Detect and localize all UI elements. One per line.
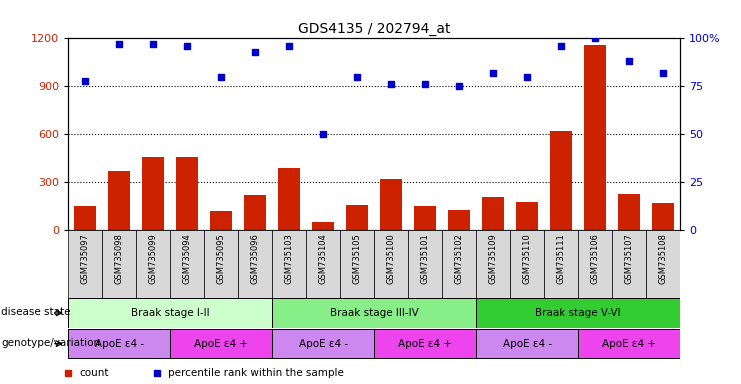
Bar — [646, 230, 680, 298]
Bar — [612, 230, 646, 298]
Bar — [272, 329, 374, 358]
Text: GSM735109: GSM735109 — [489, 233, 498, 284]
Text: GSM735110: GSM735110 — [522, 233, 532, 284]
Point — [385, 81, 397, 88]
Bar — [68, 230, 102, 298]
Point — [623, 58, 635, 65]
Point — [555, 43, 567, 49]
Bar — [68, 298, 272, 328]
Bar — [142, 157, 165, 230]
Bar — [74, 207, 96, 230]
Bar — [272, 230, 306, 298]
Point — [488, 70, 499, 76]
Point — [113, 41, 125, 47]
Text: percentile rank within the sample: percentile rank within the sample — [168, 368, 344, 378]
Text: Braak stage III-IV: Braak stage III-IV — [330, 308, 419, 318]
Bar — [652, 203, 674, 230]
Point — [215, 74, 227, 80]
Text: ApoE ε4 +: ApoE ε4 + — [398, 339, 452, 349]
Bar — [205, 230, 238, 298]
Text: GSM735111: GSM735111 — [556, 233, 565, 284]
Title: GDS4135 / 202794_at: GDS4135 / 202794_at — [298, 22, 451, 36]
Text: genotype/variation: genotype/variation — [1, 338, 101, 348]
Bar — [408, 230, 442, 298]
Bar — [68, 329, 170, 358]
Bar — [312, 222, 334, 230]
Text: GSM735097: GSM735097 — [81, 233, 90, 284]
Text: Braak stage I-II: Braak stage I-II — [131, 308, 210, 318]
Bar — [272, 298, 476, 328]
Bar — [618, 194, 640, 230]
Bar — [238, 230, 272, 298]
Bar — [482, 197, 505, 230]
Bar — [210, 211, 232, 230]
Bar — [380, 179, 402, 230]
Point — [453, 83, 465, 89]
Text: ApoE ε4 +: ApoE ε4 + — [602, 339, 657, 349]
Point — [147, 41, 159, 47]
Bar — [414, 207, 436, 230]
Bar — [578, 230, 612, 298]
Bar — [476, 298, 680, 328]
Text: GSM735102: GSM735102 — [455, 233, 464, 284]
Bar — [476, 329, 578, 358]
Text: Braak stage V-VI: Braak stage V-VI — [536, 308, 621, 318]
Text: GSM735103: GSM735103 — [285, 233, 293, 284]
Bar — [176, 157, 199, 230]
Point — [317, 131, 329, 137]
Bar — [102, 230, 136, 298]
Bar — [278, 168, 300, 230]
Bar — [442, 230, 476, 298]
Text: GSM735094: GSM735094 — [183, 233, 192, 284]
Point — [249, 49, 261, 55]
Bar — [346, 205, 368, 230]
Bar — [306, 230, 340, 298]
Bar — [374, 230, 408, 298]
Text: GSM735101: GSM735101 — [421, 233, 430, 284]
Point — [351, 74, 363, 80]
Text: GSM735107: GSM735107 — [625, 233, 634, 284]
Bar — [340, 230, 374, 298]
Text: ApoE ε4 -: ApoE ε4 - — [299, 339, 348, 349]
Bar — [550, 131, 572, 230]
Bar — [476, 230, 511, 298]
Text: GSM735104: GSM735104 — [319, 233, 328, 284]
Bar — [448, 210, 471, 230]
Text: GSM735096: GSM735096 — [250, 233, 259, 284]
Text: ApoE ε4 -: ApoE ε4 - — [95, 339, 144, 349]
Text: GSM735095: GSM735095 — [216, 233, 226, 284]
Bar — [108, 171, 130, 230]
Bar — [511, 230, 544, 298]
Bar — [584, 45, 606, 230]
Point — [589, 35, 601, 41]
Point — [419, 81, 431, 88]
Bar — [136, 230, 170, 298]
Point — [283, 43, 295, 49]
Bar — [544, 230, 578, 298]
Text: ApoE ε4 +: ApoE ε4 + — [194, 339, 248, 349]
Point — [521, 74, 533, 80]
Text: count: count — [79, 368, 109, 378]
Bar — [578, 329, 680, 358]
Text: ApoE ε4 -: ApoE ε4 - — [502, 339, 552, 349]
Text: GSM735098: GSM735098 — [115, 233, 124, 284]
Text: disease state: disease state — [1, 307, 71, 317]
Point — [657, 70, 669, 76]
Text: GSM735108: GSM735108 — [659, 233, 668, 284]
Bar — [244, 195, 266, 230]
Text: GSM735105: GSM735105 — [353, 233, 362, 284]
Bar — [170, 329, 272, 358]
Bar — [170, 230, 205, 298]
Point — [79, 78, 91, 84]
Text: GSM735100: GSM735100 — [387, 233, 396, 284]
Text: GSM735099: GSM735099 — [149, 233, 158, 284]
Bar — [374, 329, 476, 358]
Point — [182, 43, 193, 49]
Bar — [516, 202, 538, 230]
Text: GSM735106: GSM735106 — [591, 233, 599, 284]
